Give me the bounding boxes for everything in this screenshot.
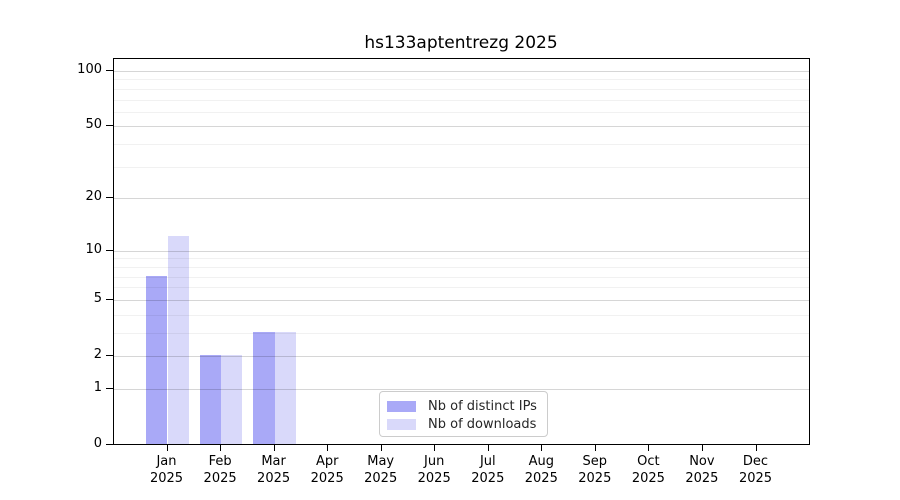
x-tick-label-aug: Aug 2025 — [524, 454, 558, 486]
bar-distinct-ips-feb — [199, 355, 222, 444]
x-tick-label-sep: Sep 2025 — [578, 454, 612, 486]
bar-downloads-feb — [221, 355, 243, 444]
y-tick-mark-5 — [106, 298, 113, 300]
x-tick-label-oct: Oct 2025 — [631, 454, 665, 486]
legend-item-distinct-ips: Nb of distinct IPs — [387, 398, 539, 414]
x-tick-label-apr: Apr 2025 — [310, 454, 344, 486]
gridline-minor-4 — [114, 314, 809, 316]
gridline-minor-6 — [114, 287, 809, 289]
x-tick-label-mar: Mar 2025 — [257, 454, 291, 486]
x-tick-mark-sep — [594, 445, 596, 451]
chart-title: hs133aptentrezg 2025 — [364, 33, 558, 53]
gridline-minor-90 — [114, 79, 809, 81]
x-tick-mark-apr — [327, 445, 329, 451]
y-tick-mark-0 — [106, 444, 113, 445]
x-tick-mark-mar — [273, 445, 275, 451]
gridline-minor-8 — [114, 266, 809, 268]
y-tick-label-2: 2 — [93, 347, 102, 362]
gridline-5 — [114, 299, 809, 301]
gridline-50 — [114, 126, 809, 128]
y-tick-mark-100 — [106, 69, 113, 71]
x-tick-mark-aug — [541, 445, 543, 451]
legend-label-distinct-ips: Nb of distinct IPs — [428, 398, 537, 414]
x-tick-label-nov: Nov 2025 — [685, 454, 719, 486]
plot-area — [113, 58, 810, 445]
x-tick-label-jun: Jun 2025 — [417, 454, 451, 486]
gridline-20 — [114, 198, 809, 200]
x-tick-label-may: May 2025 — [364, 454, 398, 486]
bar-downloads-jan — [167, 236, 189, 444]
x-tick-mark-jan — [166, 445, 168, 451]
y-tick-label-1: 1 — [93, 379, 102, 395]
gridline-100 — [114, 70, 809, 72]
gridline-minor-9 — [114, 258, 809, 260]
y-tick-label-10: 10 — [85, 241, 102, 257]
gridline-minor-70 — [114, 99, 809, 101]
gridline-minor-40 — [114, 144, 809, 145]
y-tick-label-20: 20 — [85, 189, 102, 205]
legend-swatch-distinct-ips — [387, 400, 416, 412]
y-tick-label-5: 5 — [93, 290, 102, 306]
gridline-minor-80 — [114, 88, 809, 90]
gridline-minor-30 — [114, 166, 809, 168]
gridline-minor-3 — [114, 332, 809, 334]
y-tick-label-100: 100 — [77, 61, 102, 77]
bar-downloads-mar — [274, 331, 296, 444]
x-tick-label-feb: Feb 2025 — [203, 454, 237, 486]
gridline-minor-60 — [114, 111, 809, 113]
x-tick-mark-dec — [755, 445, 757, 451]
y-tick-mark-2 — [106, 355, 113, 356]
x-tick-label-dec: Dec 2025 — [738, 454, 773, 486]
gridline-2 — [114, 356, 809, 357]
x-tick-mark-oct — [648, 445, 650, 451]
gridline-1 — [114, 388, 809, 390]
x-tick-mark-feb — [220, 445, 222, 451]
x-tick-label-jan: Jan 2025 — [149, 454, 184, 486]
y-tick-mark-50 — [106, 125, 113, 127]
y-tick-mark-10 — [106, 249, 113, 251]
bar-distinct-ips-mar — [253, 331, 275, 444]
y-tick-label-0: 0 — [93, 436, 102, 451]
x-tick-mark-jun — [434, 445, 436, 451]
x-tick-mark-nov — [701, 445, 703, 451]
y-tick-mark-1 — [106, 387, 113, 389]
gridline-minor-7 — [114, 276, 809, 278]
y-tick-label-50: 50 — [85, 117, 102, 133]
x-tick-mark-may — [380, 445, 382, 451]
legend: Nb of distinct IPs Nb of downloads — [379, 391, 548, 437]
bar-distinct-ips-jan — [146, 275, 168, 444]
gridline-10 — [114, 250, 809, 252]
x-tick-mark-jul — [487, 445, 489, 451]
y-tick-mark-20 — [106, 197, 113, 199]
legend-item-downloads: Nb of downloads — [387, 416, 539, 432]
x-tick-label-jul: Jul 2025 — [471, 454, 505, 486]
legend-swatch-downloads — [387, 418, 416, 430]
legend-label-downloads: Nb of downloads — [428, 416, 537, 432]
